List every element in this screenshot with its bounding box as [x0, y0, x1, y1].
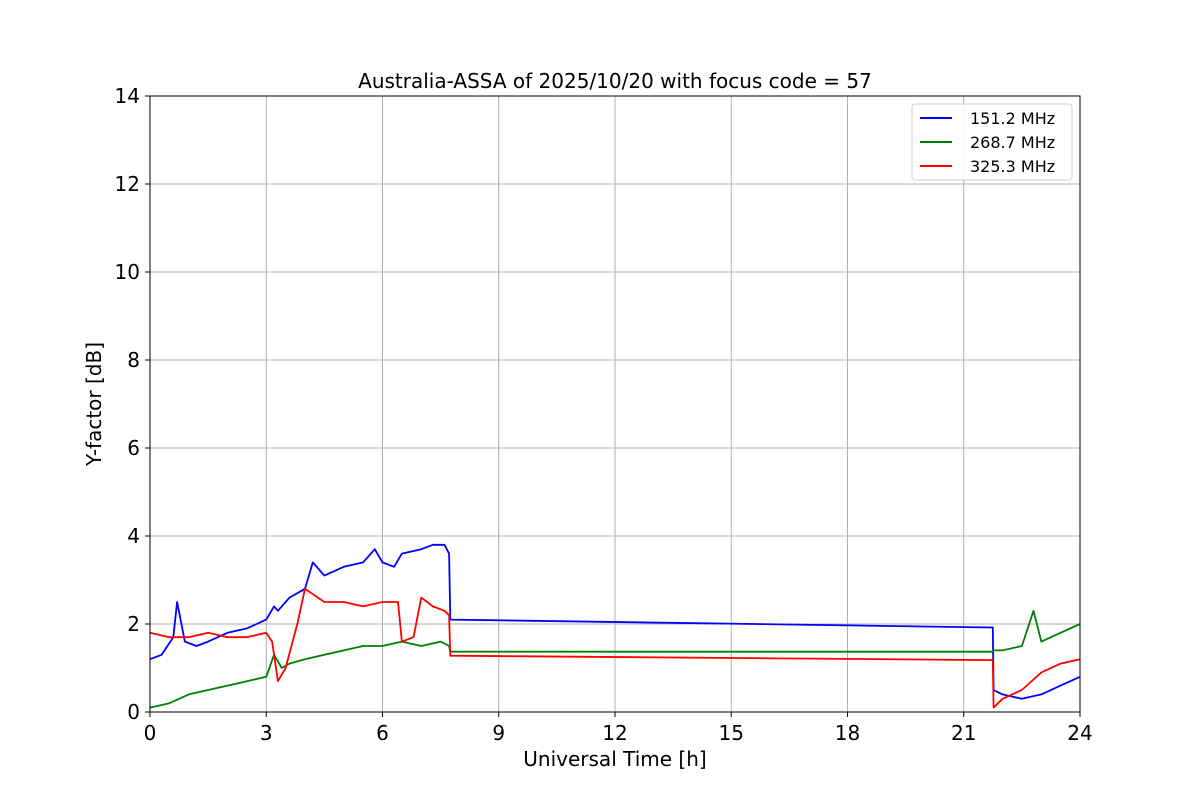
x-tick-label: 15 [719, 721, 744, 745]
series-line-0 [149, 543, 1081, 700]
x-tick-label: 3 [260, 721, 273, 745]
y-tick-label: 12 [115, 172, 140, 196]
x-tick-label: 6 [376, 721, 389, 745]
x-tick-label: 9 [492, 721, 505, 745]
x-tick-label: 24 [1067, 721, 1092, 745]
series-layer [149, 543, 1081, 709]
legend-label: 151.2 MHz [970, 109, 1055, 128]
x-tick-label: 21 [951, 721, 976, 745]
series-line-1 [149, 609, 1081, 709]
y-tick-label: 4 [127, 524, 140, 548]
y-tick-label: 8 [127, 348, 140, 372]
y-tick-label: 2 [127, 612, 140, 636]
chart-title: Australia-ASSA of 2025/10/20 with focus … [358, 69, 872, 93]
series-line-2 [149, 587, 1081, 709]
x-tick-label: 18 [835, 721, 860, 745]
x-axis-label: Universal Time [h] [523, 747, 706, 771]
y-tick-label: 14 [115, 84, 140, 108]
x-tick-label: 0 [144, 721, 157, 745]
y-axis-label: Y-factor [dB] [82, 342, 106, 467]
y-tick-label: 0 [127, 700, 140, 724]
legend-label: 268.7 MHz [970, 133, 1055, 152]
y-tick-label: 10 [115, 260, 140, 284]
y-tick-label: 6 [127, 436, 140, 460]
x-tick-label: 12 [602, 721, 627, 745]
legend: 151.2 MHz 268.7 MHz 325.3 MHz [911, 103, 1073, 181]
legend-label: 325.3 MHz [970, 157, 1055, 176]
grid-lines [149, 95, 1081, 713]
legend-box [911, 103, 1073, 181]
